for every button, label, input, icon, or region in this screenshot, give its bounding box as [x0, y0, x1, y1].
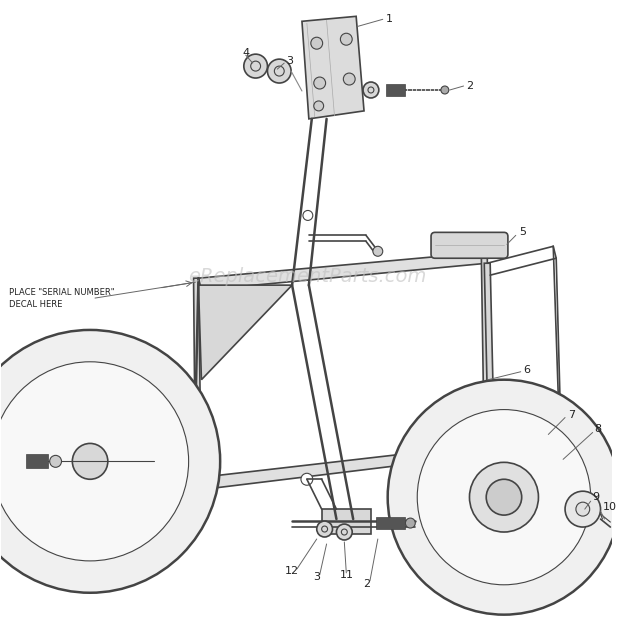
FancyBboxPatch shape	[376, 517, 405, 529]
Circle shape	[553, 445, 561, 453]
Polygon shape	[322, 509, 371, 534]
Polygon shape	[198, 285, 292, 380]
Circle shape	[152, 514, 162, 524]
Circle shape	[343, 73, 355, 85]
Circle shape	[405, 518, 415, 528]
Polygon shape	[487, 428, 554, 457]
Polygon shape	[551, 393, 561, 441]
Polygon shape	[481, 252, 490, 450]
Text: 7: 7	[568, 409, 575, 419]
FancyBboxPatch shape	[431, 233, 508, 258]
Circle shape	[337, 524, 352, 540]
Circle shape	[342, 529, 347, 535]
Polygon shape	[202, 445, 490, 489]
Circle shape	[441, 86, 449, 94]
Text: 11: 11	[339, 570, 353, 580]
Circle shape	[388, 380, 620, 614]
FancyBboxPatch shape	[26, 455, 48, 468]
Text: DECAL HERE: DECAL HERE	[9, 300, 63, 308]
Text: 2: 2	[363, 579, 370, 589]
Text: 3: 3	[286, 56, 293, 66]
Circle shape	[0, 330, 220, 593]
Text: 8: 8	[595, 424, 602, 435]
Circle shape	[314, 101, 324, 111]
Circle shape	[340, 33, 352, 45]
Circle shape	[267, 59, 291, 83]
FancyBboxPatch shape	[386, 84, 405, 96]
Polygon shape	[302, 16, 364, 119]
Polygon shape	[193, 278, 202, 489]
Text: 2: 2	[466, 81, 474, 91]
Circle shape	[244, 54, 267, 78]
Circle shape	[469, 462, 538, 532]
Text: eReplacementParts.com: eReplacementParts.com	[188, 266, 426, 286]
Circle shape	[303, 211, 312, 221]
Circle shape	[368, 87, 374, 93]
Text: 10: 10	[603, 502, 616, 512]
Circle shape	[301, 473, 312, 485]
Polygon shape	[551, 426, 564, 461]
Circle shape	[322, 526, 327, 532]
Circle shape	[275, 66, 284, 76]
Circle shape	[565, 491, 601, 527]
Polygon shape	[484, 263, 493, 393]
Text: 3: 3	[312, 572, 320, 582]
Circle shape	[50, 455, 61, 467]
Circle shape	[417, 409, 591, 585]
Circle shape	[486, 479, 521, 515]
Text: 4: 4	[243, 48, 250, 58]
Circle shape	[314, 77, 326, 89]
Text: PLACE "SERIAL NUMBER": PLACE "SERIAL NUMBER"	[9, 288, 115, 297]
Text: 6: 6	[524, 365, 531, 375]
Circle shape	[576, 502, 590, 516]
Polygon shape	[151, 477, 163, 529]
Text: 9: 9	[593, 492, 600, 502]
Circle shape	[152, 499, 162, 509]
Circle shape	[363, 82, 379, 98]
Circle shape	[0, 362, 188, 561]
Text: 5: 5	[519, 228, 526, 238]
Circle shape	[311, 37, 322, 49]
Circle shape	[373, 246, 383, 256]
Circle shape	[73, 443, 108, 479]
Circle shape	[317, 521, 332, 537]
Polygon shape	[154, 474, 205, 491]
Circle shape	[250, 61, 260, 71]
Polygon shape	[198, 252, 487, 290]
Text: 1: 1	[386, 14, 392, 24]
Text: 12: 12	[285, 566, 299, 576]
